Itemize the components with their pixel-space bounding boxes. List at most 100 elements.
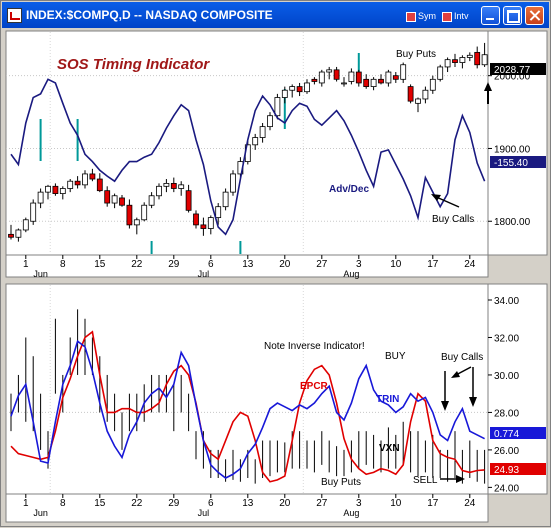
candle-body [281,89,288,98]
candle-body [22,219,29,231]
intv-toggle[interactable]: Intv [442,10,484,22]
trin-label: TRIN [376,394,399,405]
bottom-day-label: 17 [427,498,439,509]
top-day-label: 6 [208,259,214,270]
candle-body [355,71,362,84]
candle-body [348,71,355,82]
top-date-labels: 1 8 15 22 29 6 13 20 27 3 10 17 24 Jun Jul Aug [23,255,476,279]
sym-toggle[interactable]: Sym [406,10,448,22]
bottom-day-label: 27 [316,498,328,509]
bottom-day-label: 10 [390,498,402,509]
sentiment-tick-label: 30.00 [494,371,519,382]
sentiment-tick-label: 26.00 [494,446,519,457]
title-bar[interactable]: INDEX:$COMPQ,D -- NASDAQ COMPOSITE Sym I… [2,2,549,28]
trin-tag [490,427,546,439]
candle-body [148,195,155,206]
top-month-label: Aug [343,269,359,279]
adv-dec-label: Adv/Dec [329,184,369,195]
bottom-buy-puts-label: Buy Puts [321,477,361,488]
candle-body [422,89,429,100]
buy-calls-arrowhead-2 [451,371,460,378]
bottom-day-label: 15 [94,498,106,509]
candle-body [96,178,103,192]
sentiment-axis [487,283,548,495]
bottom-day-label: 1 [23,498,29,509]
candle-body [89,173,96,180]
candle-body [466,54,473,58]
down-arrowhead-1 [441,401,449,411]
bottom-buy-calls-label: Buy Calls [441,352,483,363]
candle-body [30,202,37,222]
candle-body [333,69,340,80]
candle-body [104,190,111,204]
top-day-label: 22 [131,259,143,270]
bottom-day-label: 24 [464,498,476,509]
epcr-line [10,330,485,483]
close-button[interactable] [525,6,544,25]
sentiment-gridlines [6,285,488,493]
bottom-day-label: 6 [208,498,214,509]
candle-body [15,229,22,238]
bottom-day-label: 20 [279,498,291,509]
price-tick-label: 1900.00 [494,144,531,155]
minimize-button[interactable] [481,6,500,25]
chart-app-icon[interactable] [7,8,22,23]
top-day-label: 3 [356,259,362,270]
candle-body [289,86,296,91]
maximize-button[interactable] [503,6,522,25]
vxn-label: VXN [379,443,400,454]
trin-tag-text: 0.774 [494,429,519,440]
candle-body [481,54,488,66]
price-axis-ticks: 2000.00 1900.00 1800.00 [488,72,531,228]
bottom-day-label: 8 [60,498,66,509]
buy-label: BUY [385,351,406,362]
sentiment-axis-ticks: 34.00 32.00 30.00 28.00 26.00 24.00 [488,296,519,494]
candle-body [215,206,222,219]
top-month-label: Jul [198,269,210,279]
sentiment-tick-label: 24.00 [494,483,519,494]
bottom-date-labels: 1 8 15 22 29 6 13 20 27 3 10 17 24 Jun Jul Aug [23,494,476,518]
candle-body [45,185,51,193]
bottom-day-label: 3 [356,498,362,509]
candle-body [452,59,458,63]
price-tick-label: 2000.00 [494,72,531,83]
candle-body [82,173,88,186]
top-day-label: 24 [464,259,476,270]
trin-line [10,339,485,479]
candle-body [437,66,444,80]
candle-body [200,224,207,229]
candle-body [326,69,333,73]
candle-body [52,185,59,194]
candle-body [222,191,229,208]
candle-body [296,86,303,93]
candle-body [378,78,384,84]
vxn-tag [490,463,546,475]
top-day-label: 13 [242,259,254,270]
candle-body [133,219,140,226]
candle-body [363,78,370,87]
buy-calls-arrowhead [431,194,441,201]
candle-body [407,86,414,102]
candle-body [474,51,481,66]
top-date-axis [5,254,489,278]
candle-body [341,82,347,85]
candle-body [252,137,259,146]
top-day-label: 17 [427,259,439,270]
candle-body [370,78,377,87]
candle-body [59,188,66,194]
candle-body [274,97,281,117]
bottom-day-label: 29 [168,498,180,509]
candle-body [156,185,162,197]
bottom-month-label: Jul [198,508,210,518]
candle-body [311,78,318,82]
candle-body [415,98,421,104]
bottom-day-label: 13 [242,498,254,509]
chart-title: SOS Timing Indicator [57,56,210,73]
candle-body [444,59,451,68]
candle-body [400,64,407,80]
note-label: Note Inverse Indicator! [264,341,365,352]
sell-arrowhead [456,475,465,483]
sell-label: SELL [413,475,438,486]
window-title: INDEX:$COMPQ,D -- NASDAQ COMPOSITE [26,8,273,22]
